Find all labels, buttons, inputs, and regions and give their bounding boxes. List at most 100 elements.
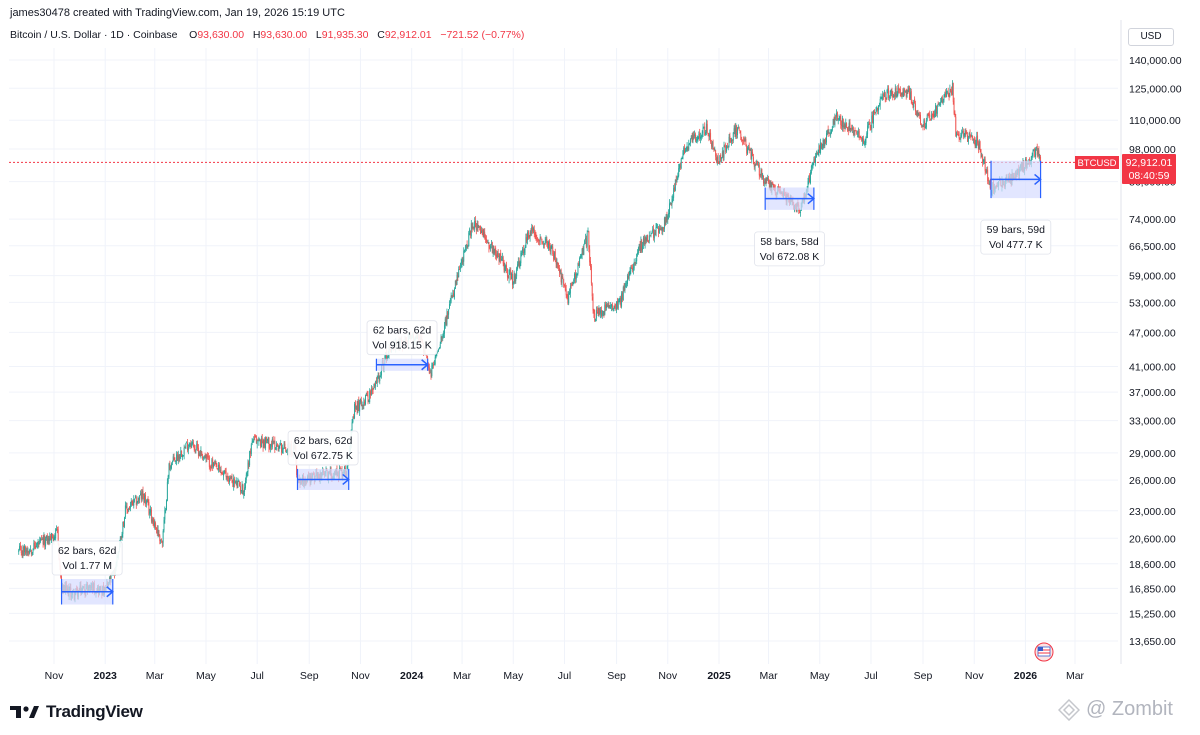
candle-body — [172, 456, 174, 462]
candle-body — [661, 227, 663, 231]
candle-body — [515, 277, 517, 281]
candle-body — [252, 441, 254, 443]
currency-button[interactable]: USD — [1128, 28, 1174, 46]
candle-body — [239, 482, 241, 487]
candle-body — [51, 533, 53, 538]
candle-body — [719, 155, 721, 163]
x-tick-label: Mar — [146, 670, 165, 682]
date-price-range[interactable]: 62 bars, 62d Vol 672.75 K — [287, 430, 359, 490]
candle-body — [878, 105, 880, 107]
candle-body — [614, 304, 616, 306]
candle-body — [501, 256, 503, 259]
y-tick-label: 110,000.00 — [1129, 115, 1181, 127]
candle-body — [39, 539, 41, 545]
candle-body — [573, 279, 575, 282]
candle-body — [187, 443, 188, 451]
candle-body — [638, 243, 640, 248]
candle-body — [42, 538, 44, 545]
candle-body — [858, 130, 860, 138]
candle-body — [281, 443, 282, 453]
candle-body — [920, 114, 921, 124]
candle-body — [126, 506, 128, 510]
candle-body — [364, 401, 366, 404]
candle-body — [181, 450, 183, 457]
candle-body — [595, 319, 597, 321]
candle-body — [244, 480, 246, 488]
candle-body — [915, 112, 917, 116]
candle-body — [799, 211, 801, 214]
candle-body — [978, 141, 980, 150]
candle-body — [199, 453, 201, 457]
date-price-range[interactable]: 59 bars, 59d Vol 477.7 K — [980, 160, 1052, 255]
x-tick-label: Sep — [914, 670, 933, 682]
candle-body — [258, 441, 260, 442]
candle-body — [880, 97, 882, 99]
candle-body — [259, 438, 261, 441]
candle-body — [161, 540, 163, 544]
candle-body — [453, 293, 455, 297]
candle-body — [53, 537, 55, 542]
candle-body — [282, 447, 284, 450]
candle-body — [375, 381, 377, 387]
high-label: H — [252, 29, 261, 41]
candle-body — [644, 238, 646, 245]
candle-body — [1040, 156, 1042, 165]
candle-body — [969, 133, 971, 135]
high-value: 93,630.00 — [260, 29, 308, 41]
candle-body — [867, 125, 869, 135]
range-vol-label: Vol 918.15 K — [372, 340, 432, 352]
date-price-range[interactable]: 62 bars, 62d Vol 1.77 M — [51, 540, 123, 605]
candle-body — [748, 147, 750, 150]
candle-body — [444, 318, 446, 326]
candle-body — [722, 152, 724, 158]
candle-body — [862, 137, 864, 142]
candle-body — [433, 364, 434, 366]
candle-body — [200, 450, 202, 456]
candle-body — [732, 132, 734, 141]
candle-body — [539, 237, 541, 242]
tradingview-logo[interactable]: TradingView — [10, 702, 143, 722]
candle-body — [851, 127, 853, 130]
candle-body — [477, 224, 479, 228]
candle-body — [198, 452, 200, 455]
candle-body — [41, 539, 43, 540]
candle-body — [223, 472, 225, 477]
candle-body — [731, 139, 733, 142]
candle-body — [729, 136, 731, 139]
range-vol-label: Vol 672.75 K — [293, 450, 353, 462]
candle-body — [977, 143, 979, 150]
date-price-range[interactable]: 62 bars, 62d Vol 918.15 K — [366, 320, 438, 371]
candle-body — [365, 392, 367, 396]
candle-body — [710, 132, 712, 142]
candle-body — [585, 237, 586, 240]
candle-body — [755, 163, 757, 165]
candle-body — [948, 93, 950, 98]
candle-body — [724, 146, 726, 148]
candle-body — [718, 162, 720, 164]
candle-body — [524, 247, 526, 253]
candle-body — [176, 454, 178, 461]
candle-body — [746, 145, 748, 154]
candle-body — [888, 96, 890, 98]
candle-body — [385, 352, 387, 359]
candle-body — [234, 479, 235, 484]
watermark: @ Zombit — [1058, 698, 1173, 721]
candle-body — [484, 232, 486, 238]
candle-body — [942, 100, 944, 103]
candle-body — [464, 249, 466, 251]
candle-body — [872, 114, 874, 123]
candle-body — [237, 481, 239, 488]
candle-body — [507, 275, 509, 278]
candle-body — [466, 244, 468, 247]
candle-body — [50, 536, 52, 540]
candle-body — [548, 241, 550, 248]
candle-body — [947, 92, 949, 94]
candle-body — [428, 366, 430, 374]
candle-body — [135, 496, 137, 505]
candle-body — [921, 124, 923, 127]
candle-body — [861, 139, 863, 142]
candle-body — [361, 405, 363, 407]
date-price-range[interactable]: 58 bars, 58d Vol 672.08 K — [754, 187, 825, 267]
event-flag-icon[interactable] — [1034, 642, 1054, 662]
